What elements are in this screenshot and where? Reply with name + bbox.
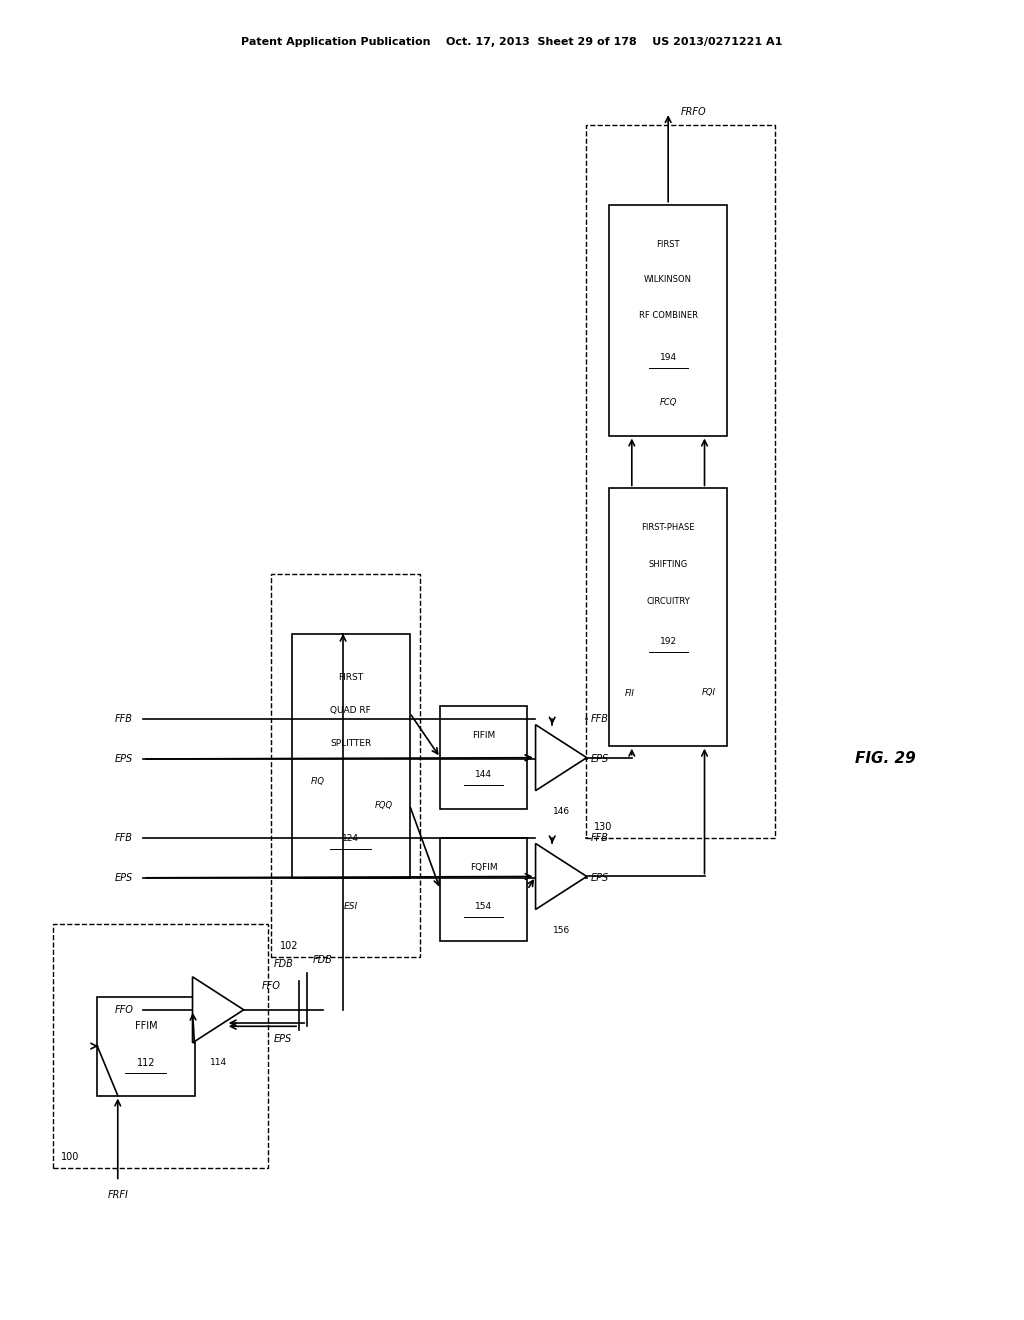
Text: FIG. 29: FIG. 29 xyxy=(855,751,915,767)
Text: FFB: FFB xyxy=(591,833,609,843)
Text: FDB: FDB xyxy=(273,958,293,969)
Text: FIQ: FIQ xyxy=(310,777,325,785)
Text: FRFI: FRFI xyxy=(108,1189,128,1200)
Text: Patent Application Publication    Oct. 17, 2013  Sheet 29 of 178    US 2013/0271: Patent Application Publication Oct. 17, … xyxy=(242,37,782,48)
Bar xyxy=(609,488,727,746)
Text: 194: 194 xyxy=(659,354,677,362)
Text: FFB: FFB xyxy=(115,833,133,843)
Text: QUAD RF: QUAD RF xyxy=(331,706,371,714)
Bar xyxy=(292,634,410,878)
Text: EPS: EPS xyxy=(591,873,609,883)
Text: 114: 114 xyxy=(210,1059,226,1067)
Text: EPS: EPS xyxy=(273,1034,292,1044)
Text: ESI: ESI xyxy=(344,903,357,911)
Text: EPS: EPS xyxy=(115,873,133,883)
Text: FDB: FDB xyxy=(312,954,332,965)
Bar xyxy=(97,997,195,1096)
Text: FQQ: FQQ xyxy=(375,801,393,809)
Text: FIFIM: FIFIM xyxy=(472,731,496,739)
Text: 130: 130 xyxy=(594,822,612,833)
Text: 100: 100 xyxy=(61,1152,80,1163)
Text: 144: 144 xyxy=(475,771,493,779)
Polygon shape xyxy=(536,843,587,909)
Text: FFO: FFO xyxy=(115,1005,133,1015)
Text: FQI: FQI xyxy=(701,689,716,697)
Text: FQFIM: FQFIM xyxy=(470,863,498,871)
Text: 112: 112 xyxy=(136,1057,156,1068)
Text: CIRCUITRY: CIRCUITRY xyxy=(646,598,690,606)
Text: FFB: FFB xyxy=(591,714,609,725)
Text: WILKINSON: WILKINSON xyxy=(644,276,692,284)
Text: RF COMBINER: RF COMBINER xyxy=(639,312,697,319)
Text: 192: 192 xyxy=(659,638,677,645)
Text: EPS: EPS xyxy=(115,754,133,764)
Text: 154: 154 xyxy=(475,903,493,911)
Text: FFB: FFB xyxy=(115,714,133,725)
Text: FFIM: FFIM xyxy=(134,1020,158,1031)
Text: EPS: EPS xyxy=(591,754,609,764)
Bar xyxy=(271,574,420,957)
Text: FRFO: FRFO xyxy=(680,107,707,117)
Bar xyxy=(609,205,727,436)
Text: FIRST: FIRST xyxy=(656,240,680,248)
Bar xyxy=(440,838,527,941)
Bar xyxy=(53,924,268,1168)
Polygon shape xyxy=(536,725,587,791)
Text: SPLITTER: SPLITTER xyxy=(330,739,372,747)
Bar xyxy=(440,706,527,809)
Text: 146: 146 xyxy=(553,808,569,816)
Text: SHIFTING: SHIFTING xyxy=(648,561,688,569)
Text: FII: FII xyxy=(625,689,635,697)
Text: FIRST: FIRST xyxy=(338,673,364,681)
Text: 102: 102 xyxy=(280,941,298,952)
Polygon shape xyxy=(193,977,244,1043)
Text: FFO: FFO xyxy=(262,981,281,991)
Bar xyxy=(586,125,775,838)
Text: FIRST-PHASE: FIRST-PHASE xyxy=(641,524,695,532)
Text: 156: 156 xyxy=(553,927,569,935)
Text: 124: 124 xyxy=(342,834,359,842)
Text: FCQ: FCQ xyxy=(659,399,677,407)
